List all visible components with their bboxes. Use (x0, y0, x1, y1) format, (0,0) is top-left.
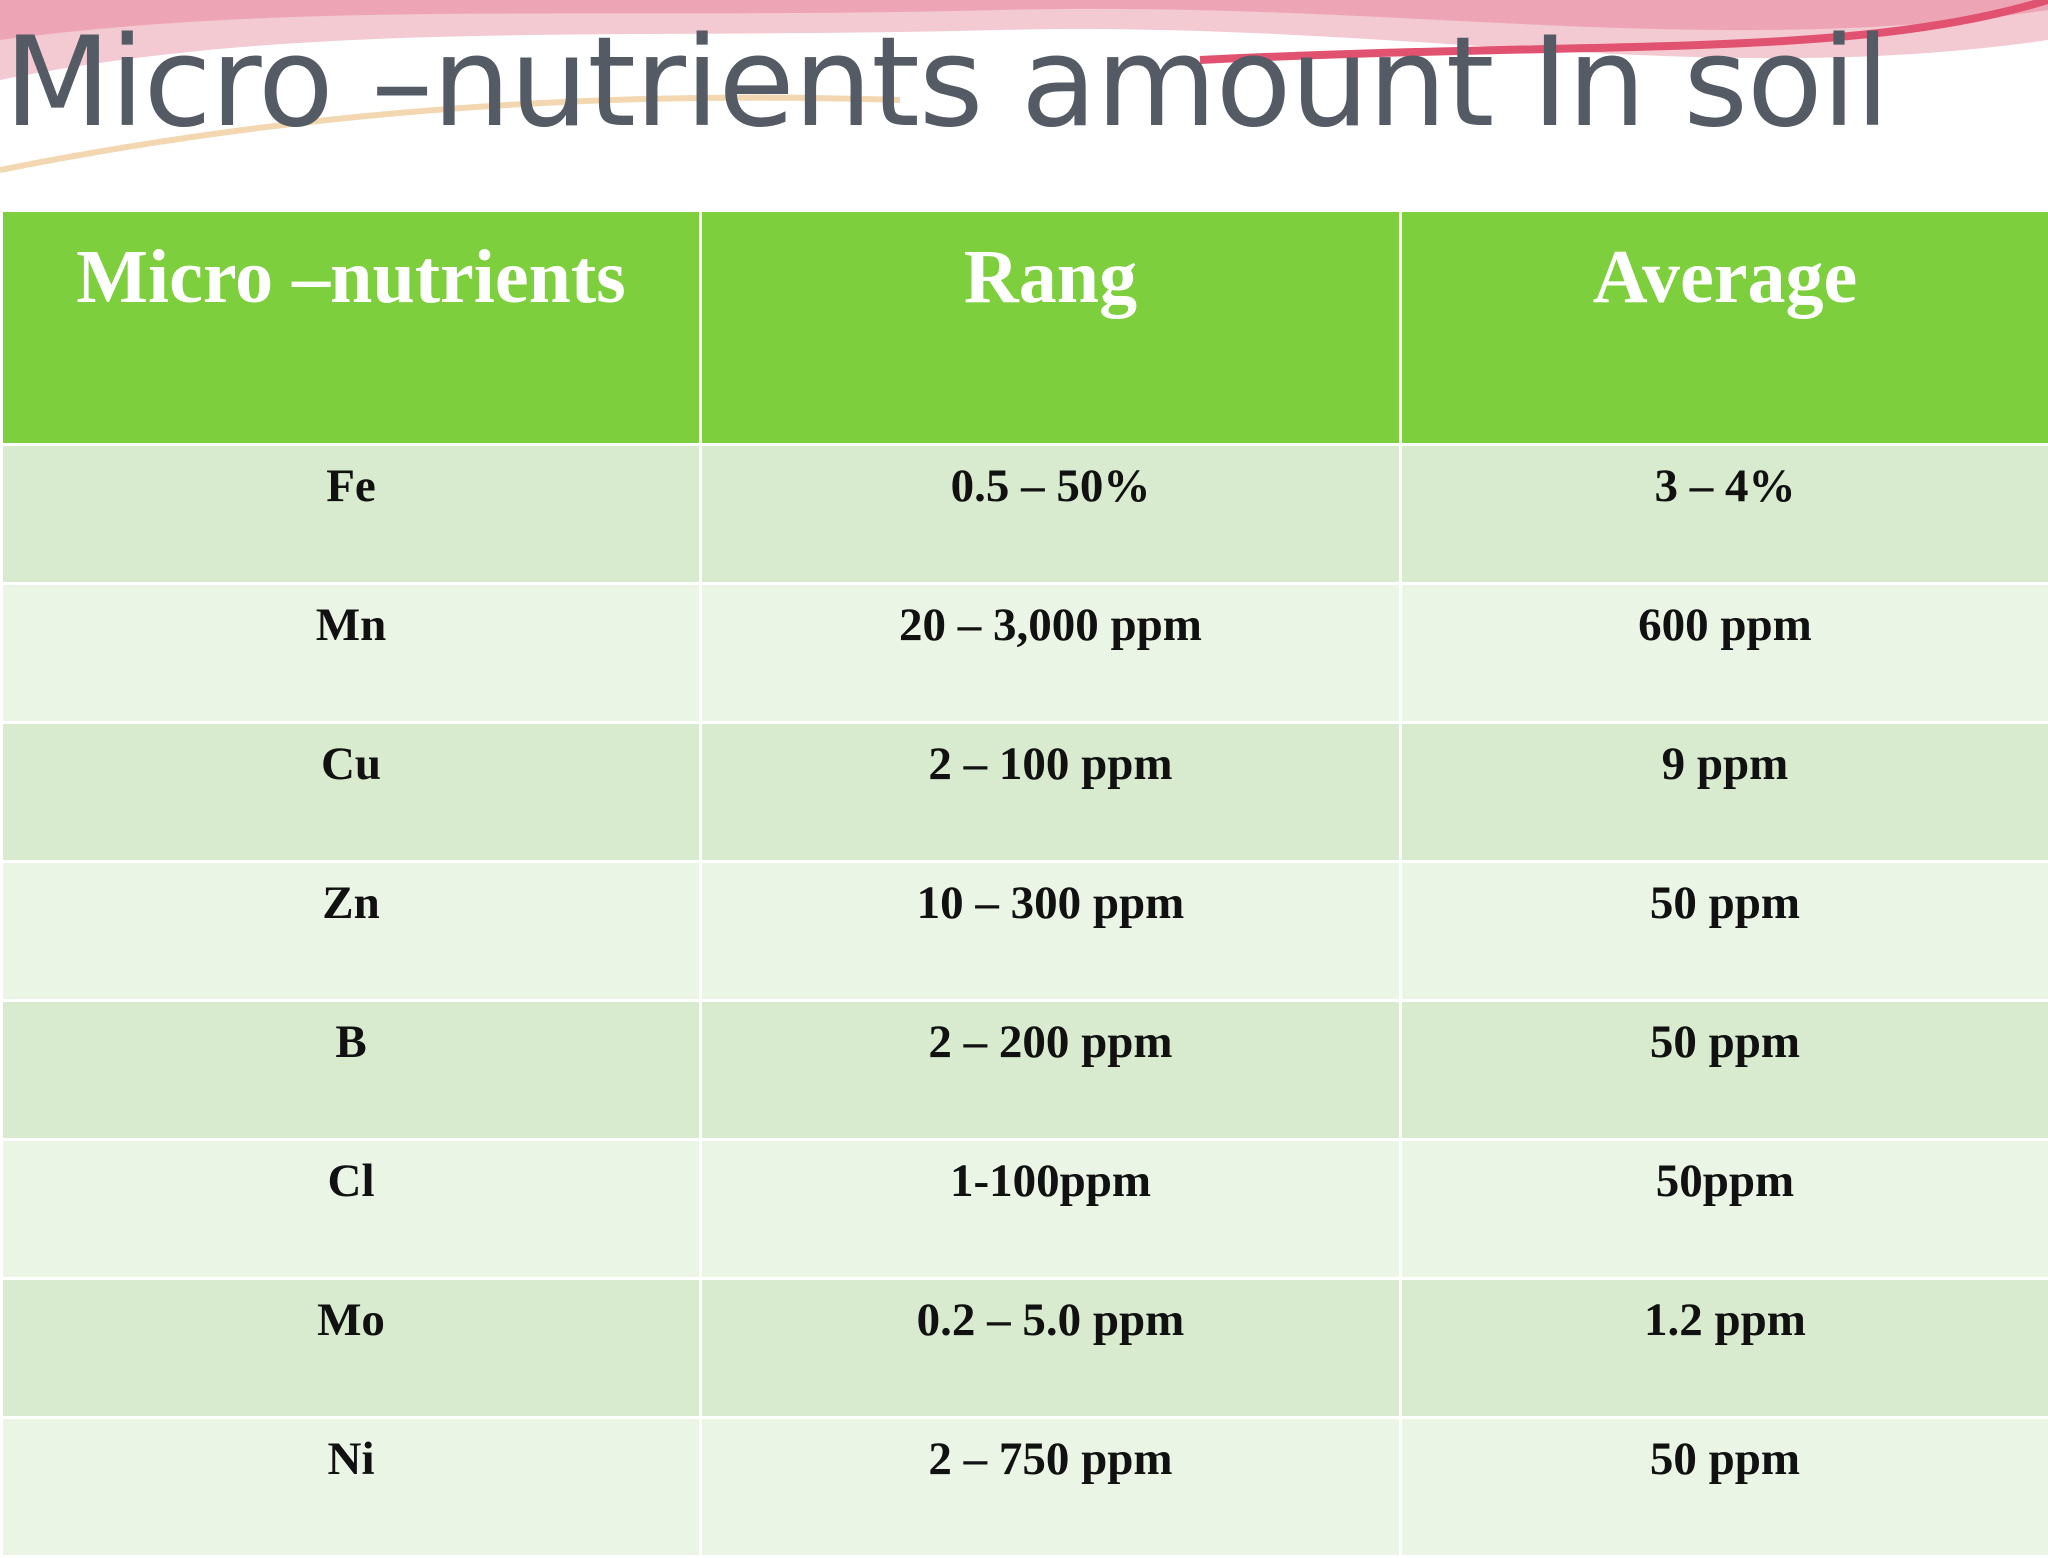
table-cell: 0.2 – 5.0 ppm (701, 1279, 1401, 1418)
header-cell: Rang (701, 211, 1401, 445)
table-cell: 50 ppm (1401, 862, 2048, 1001)
slide-title: Micro –nutrients amount In soil (4, 8, 1889, 158)
table-cell: Cl (2, 1140, 701, 1279)
table-cell: 10 – 300 ppm (701, 862, 1401, 1001)
table-cell: 0.5 – 50% (701, 445, 1401, 584)
table-cell: Fe (2, 445, 701, 584)
table-cell: 50 ppm (1401, 1001, 2048, 1140)
table-cell: 3 – 4% (1401, 445, 2048, 584)
table-cell: Cu (2, 723, 701, 862)
header-cell: Average (1401, 211, 2048, 445)
table-cell: Zn (2, 862, 701, 1001)
table-cell: Mn (2, 584, 701, 723)
table-cell: B (2, 1001, 701, 1140)
table-cell: 1.2 ppm (1401, 1279, 2048, 1418)
table-cell: 600 ppm (1401, 584, 2048, 723)
header-cell: Micro –nutrients (2, 211, 701, 445)
table-cell: 50ppm (1401, 1140, 2048, 1279)
table-cell: 20 – 3,000 ppm (701, 584, 1401, 723)
table-cell: 1-100ppm (701, 1140, 1401, 1279)
table-cell: 2 – 100 ppm (701, 723, 1401, 862)
table-cell: Mo (2, 1279, 701, 1418)
table-cell: 2 – 200 ppm (701, 1001, 1401, 1140)
table-cell: 9 ppm (1401, 723, 2048, 862)
